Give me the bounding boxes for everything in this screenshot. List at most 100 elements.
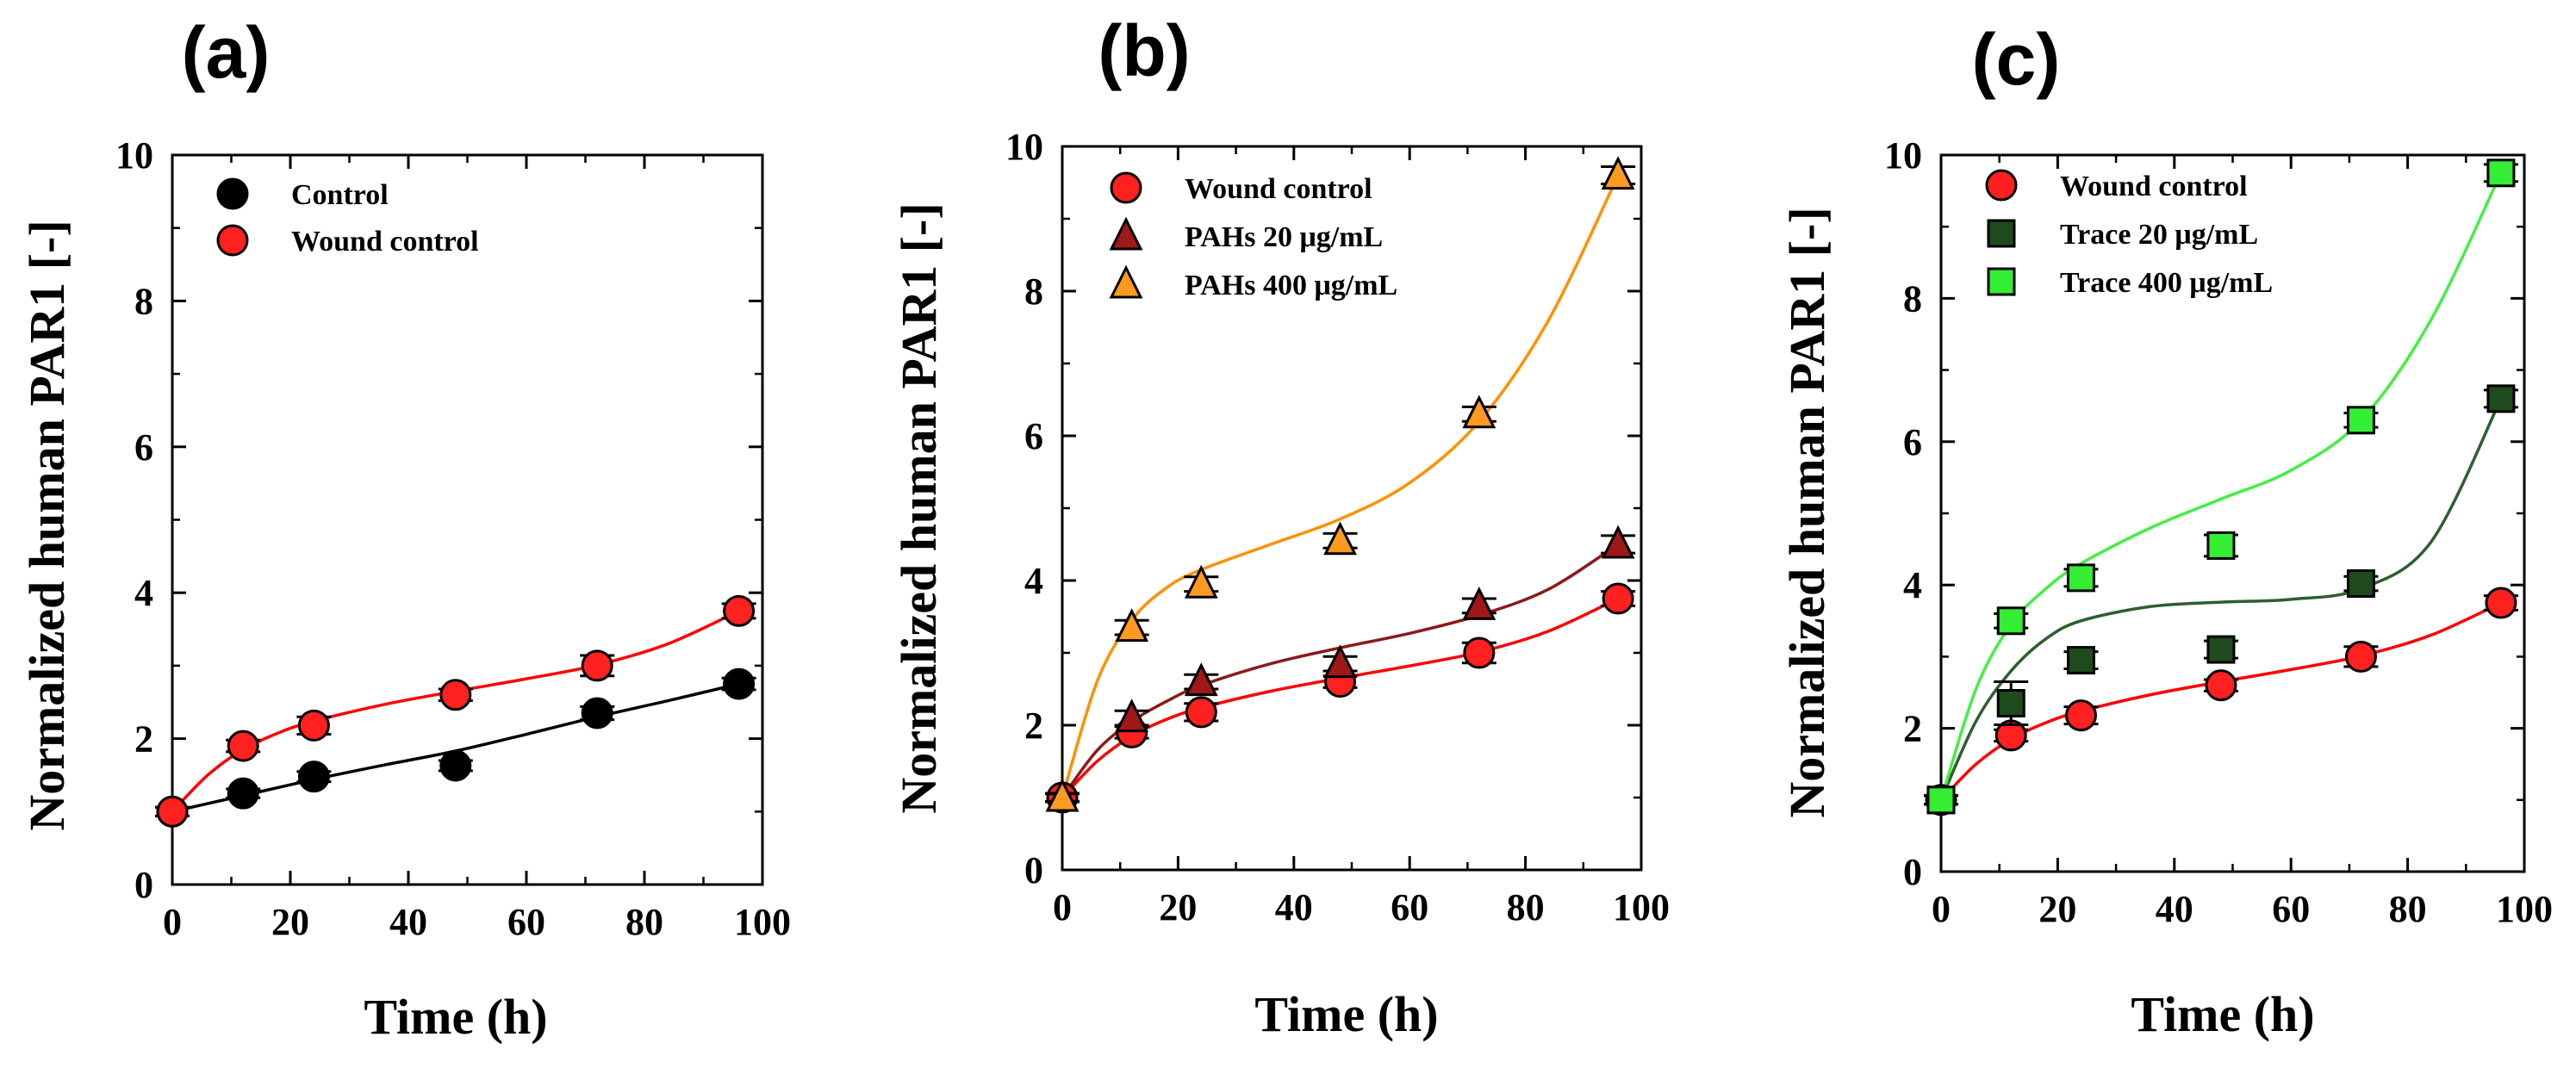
data-point <box>1996 688 2025 717</box>
x-tick-label: 20 <box>2038 888 2076 930</box>
data-point <box>2486 384 2516 413</box>
x-tick-label: 80 <box>1507 886 1545 928</box>
data-point <box>2485 587 2517 619</box>
x-tick-label: 0 <box>1932 888 1951 930</box>
data-point <box>227 777 259 810</box>
y-tick-label: 4 <box>1903 564 1922 606</box>
panel-c: (c) Normalized human PAR1 [-] Time (h) 0… <box>1779 19 2553 1042</box>
data-point <box>1115 608 1149 643</box>
data-point <box>2206 531 2236 560</box>
y-tick-label: 2 <box>1024 705 1043 747</box>
panel-label-b: (b) <box>1098 10 1190 91</box>
y-tick-label: 10 <box>115 134 153 177</box>
data-point <box>439 679 472 711</box>
data-points-c <box>1924 158 2518 817</box>
data-point <box>2486 158 2516 188</box>
data-point <box>1185 696 1217 729</box>
y-tick-label: 10 <box>1005 126 1043 168</box>
x-tick-label: 40 <box>389 901 427 943</box>
panel-a: (a) Normalized human PAR1 [-] Time (h) 0… <box>19 12 791 1045</box>
legend-marker <box>1109 216 1143 251</box>
legend-label: Wound control <box>2060 171 2248 202</box>
x-tick-label: 20 <box>1159 886 1197 928</box>
y-tick-label: 6 <box>1903 421 1922 463</box>
legend-label: Trace 400 μg/mL <box>2060 267 2273 299</box>
y-tick-label: 4 <box>1024 560 1043 602</box>
x-tick-label: 80 <box>2389 888 2427 930</box>
panel-b: (b) Normalized human PAR1 [-] Time (h) 0… <box>891 10 1670 1042</box>
x-tick-label: 100 <box>2496 888 2553 930</box>
y-tick-label: 4 <box>134 572 153 614</box>
data-point <box>2064 699 2097 732</box>
legend-b: Wound control PAHs 20 μg/mL PAHs 400 μg/mL <box>1109 171 1397 301</box>
data-point <box>2205 669 2237 702</box>
data-point <box>297 709 330 742</box>
legend-marker <box>1987 219 2016 248</box>
data-point <box>1184 564 1218 599</box>
data-point <box>1115 699 1149 733</box>
y-tick-label: 2 <box>1903 708 1922 750</box>
data-point <box>1926 785 1956 815</box>
x-tick-label: 0 <box>163 901 182 943</box>
x-axis-label-b: Time (h) <box>1254 986 1438 1042</box>
data-point <box>2346 406 2375 435</box>
axes-a: 0 20 40 60 80 100 0 2 4 6 8 10 <box>115 134 791 943</box>
legend-marker <box>1109 264 1143 299</box>
legend-marker <box>1987 267 2016 296</box>
panel-label-a: (a) <box>182 12 271 93</box>
legend-marker <box>216 177 249 210</box>
x-tick-label: 100 <box>734 901 791 943</box>
fit-curve <box>1939 398 2503 801</box>
y-axis-label-b: Normalized human PAR1 [-] <box>891 202 947 813</box>
y-axis-label-a: Normalized human PAR1 [-] <box>19 220 75 830</box>
data-point <box>227 730 259 762</box>
legend-label: PAHs 20 μg/mL <box>1185 221 1383 253</box>
legend-c: Wound control Trace 20 μg/mL Trace 400 μg/… <box>1985 169 2273 299</box>
x-tick-label: 0 <box>1053 886 1072 928</box>
y-tick-label: 6 <box>134 426 153 469</box>
data-points-a <box>155 594 756 828</box>
y-tick-label: 6 <box>1024 415 1043 457</box>
data-point <box>297 761 330 793</box>
data-point <box>2066 563 2095 593</box>
legend-label: Trace 20 μg/mL <box>2060 219 2258 251</box>
y-tick-label: 0 <box>1024 849 1043 891</box>
data-point <box>723 668 756 700</box>
x-axis-label-c: Time (h) <box>2131 986 2314 1042</box>
x-tick-label: 60 <box>1391 886 1428 928</box>
x-tick-label: 40 <box>2156 888 2193 930</box>
fit-curve <box>1939 172 2503 801</box>
data-point <box>581 697 613 730</box>
data-point <box>2344 640 2377 673</box>
y-axis-label-c: Normalized human PAR1 [-] <box>1779 207 1835 817</box>
x-tick-label: 40 <box>1275 886 1313 928</box>
data-point <box>1602 582 1634 615</box>
data-point <box>1601 156 1635 190</box>
data-point <box>2066 646 2095 675</box>
y-tick-label: 0 <box>134 864 153 906</box>
data-point <box>1601 525 1635 559</box>
data-point <box>1184 662 1218 697</box>
data-point <box>1462 394 1496 429</box>
axes-c: 0 20 40 60 80 100 0 2 4 6 8 10 <box>1884 134 2553 930</box>
x-tick-label: 60 <box>507 901 545 943</box>
legend-marker <box>216 224 249 257</box>
data-point <box>1323 521 1357 556</box>
legend-label: Control <box>291 179 389 211</box>
data-point <box>723 594 756 627</box>
data-point <box>2346 569 2375 599</box>
data-point <box>1996 606 2025 636</box>
panel-label-c: (c) <box>1972 19 2061 100</box>
x-tick-label: 60 <box>2272 888 2310 930</box>
x-tick-label: 100 <box>1613 886 1670 928</box>
legend-marker <box>1110 171 1142 204</box>
axes-b: 0 20 40 60 80 100 0 2 4 6 8 10 <box>1005 126 1670 928</box>
data-points-b <box>1045 156 1636 814</box>
y-tick-label: 8 <box>1903 277 1922 320</box>
data-point <box>581 649 613 682</box>
data-point <box>156 795 189 828</box>
legend-label: Wound control <box>291 226 479 258</box>
y-tick-label: 8 <box>1024 270 1043 313</box>
